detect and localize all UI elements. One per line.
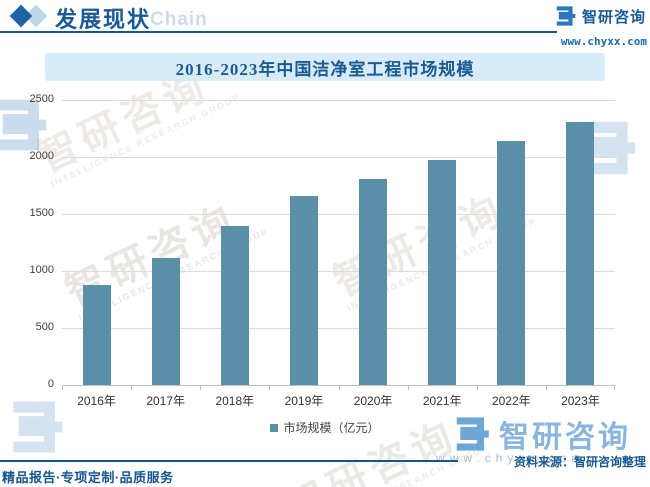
header-divider [0, 31, 557, 33]
gridline [62, 100, 615, 101]
bar-2022年 [497, 141, 526, 385]
y-tick-label: 1000 [29, 264, 54, 276]
gridline [62, 328, 615, 329]
x-tick-label: 2021年 [422, 394, 462, 408]
website-url: www.chyxx.com [560, 35, 647, 48]
x-tick-mark [614, 385, 615, 390]
plot-area [62, 100, 615, 390]
x-tick-mark [408, 385, 409, 390]
bar-2016年 [82, 284, 111, 385]
data-source: 资料来源：智研咨询整理 [513, 455, 646, 469]
x-tick-label: 2018年 [215, 394, 255, 408]
x-tick-label: 2023年 [561, 394, 600, 408]
zhiyan-logo-icon [554, 5, 576, 27]
y-axis-labels: 0 500 1000 1500 2000 2500 [0, 93, 54, 390]
x-tick-mark [131, 385, 132, 390]
gridline [62, 271, 615, 272]
bar-2019年 [289, 196, 318, 385]
x-tick-label: 2022年 [491, 394, 531, 408]
section-title: 发展现状 [55, 7, 152, 32]
bar-2017年 [151, 258, 180, 385]
y-tick-label: 2500 [29, 93, 54, 105]
y-tick-label: 1500 [29, 207, 54, 219]
brand: 智研咨询 [554, 5, 646, 27]
bar-2020年 [359, 178, 388, 385]
x-tick-label: 2016年 [77, 394, 116, 408]
footer-slogan: 精品报告·专项定制·品质服务 [2, 470, 174, 485]
gridline [62, 157, 615, 158]
diamond-icon [9, 4, 33, 28]
brand-name: 智研咨询 [581, 8, 646, 26]
bar-2023年 [566, 121, 595, 385]
legend-label: 市场规模（亿元） [283, 421, 380, 435]
y-tick-label: 2000 [29, 150, 54, 162]
x-tick-label: 2019年 [284, 394, 324, 408]
x-tick-label: 2020年 [353, 394, 393, 408]
x-tick-mark [339, 385, 340, 390]
x-tick-mark [546, 385, 547, 390]
x-tick-mark [269, 385, 270, 390]
gridline [62, 214, 615, 215]
legend-square-swatch-icon [270, 423, 279, 432]
x-tick-mark [477, 385, 478, 390]
y-tick-label: 500 [35, 321, 54, 333]
legend: 市场规模（亿元） [0, 419, 650, 436]
x-axis-labels: 2016年 2017年 2018年 2019年 2020年 2021年 2022年 2023年 [62, 392, 615, 408]
x-tick-label: 2017年 [146, 394, 186, 408]
footer-divider [0, 460, 458, 462]
x-tick-mark [200, 385, 201, 390]
bar-2018年 [220, 225, 249, 385]
chart-title: 2016-2023年中国洁净室工程市场规模 [175, 59, 475, 79]
y-tick-label: 0 [47, 378, 54, 390]
bar-2021年 [428, 160, 457, 385]
header: 发展现状 Chain 智研咨询 www.chyxx.com [0, 0, 650, 48]
chain-watermark-text: Chain [150, 9, 208, 30]
x-tick-mark [62, 385, 63, 390]
chart-title-banner: 2016-2023年中国洁净室工程市场规模 [45, 53, 605, 81]
